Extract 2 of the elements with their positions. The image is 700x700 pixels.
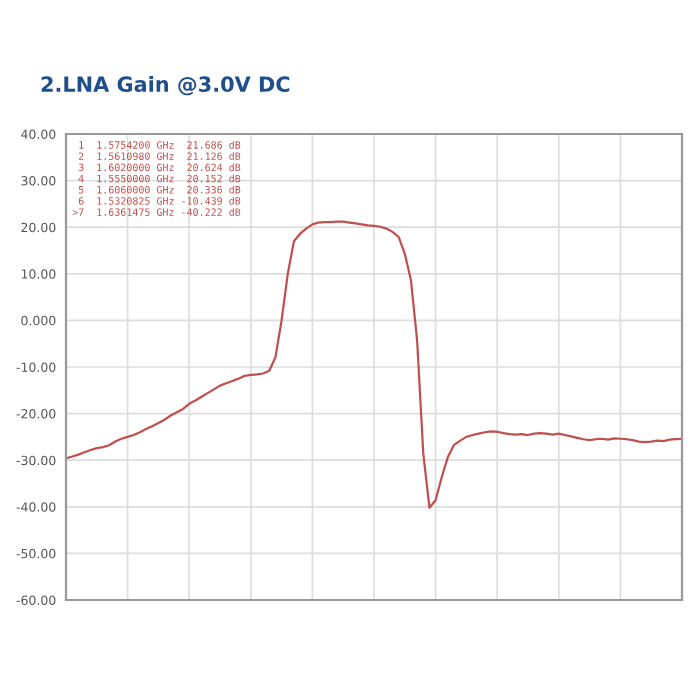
chart-title: 2.LNA Gain @3.0V DC (41, 75, 290, 96)
line-series (66, 220, 682, 509)
